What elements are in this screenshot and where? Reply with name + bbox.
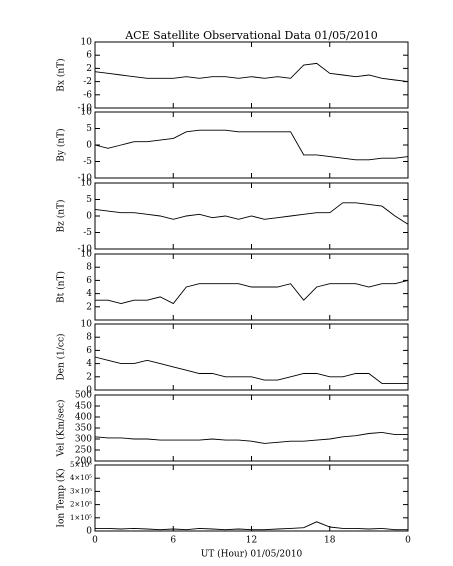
chart-title: ACE Satellite Observational Data 01/05/2…: [124, 29, 378, 42]
y-tick-label: 2: [86, 302, 92, 312]
y-tick-label: 350: [75, 424, 92, 434]
y-axis-label: Bt (nT): [56, 271, 67, 303]
y-tick-label: 250: [75, 446, 92, 456]
y-axis-label: Bx (nT): [56, 58, 67, 91]
y-tick-label: 2×10⁵: [70, 501, 92, 509]
y-tick-label: 4: [86, 289, 92, 299]
data-line: [95, 279, 409, 305]
y-tick-label: -5: [83, 157, 92, 167]
data-line: [95, 521, 408, 531]
panel-frame: [94, 394, 409, 462]
y-tick-label: 3×10⁵: [70, 487, 92, 495]
y-axis-label: By (nT): [56, 128, 67, 161]
y-tick-label: 6: [86, 276, 92, 286]
data-line: [94, 129, 409, 161]
y-tick-label: 0: [86, 386, 92, 396]
panel-frame: [94, 323, 409, 391]
panel-frame: [94, 464, 409, 532]
y-tick-label: -2: [83, 77, 92, 87]
panel-frame: [94, 111, 409, 179]
y-tick-label: 5: [86, 124, 92, 134]
y-tick-label: 6: [86, 346, 92, 356]
y-tick-label: 500: [75, 391, 92, 401]
y-tick-label: -10: [78, 245, 93, 255]
y-tick-label: 4×10⁵: [70, 474, 92, 482]
x-axis-label: UT (Hour) 01/05/2010: [201, 549, 303, 560]
x-tick-label: 0: [92, 536, 98, 546]
data-line: [94, 202, 409, 225]
y-tick-label: -6: [83, 90, 92, 100]
data-line: [94, 356, 408, 384]
y-tick-label: 0: [86, 141, 92, 151]
x-tick-label: 12: [246, 536, 257, 546]
y-tick-label: 5: [86, 195, 92, 205]
y-tick-label: 10: [81, 320, 93, 330]
data-line: [94, 62, 409, 83]
y-tick-label: 200: [75, 457, 92, 467]
y-axis-label: Den (1/cc): [56, 333, 67, 380]
y-tick-label: 4: [86, 359, 92, 369]
y-axis-label: Vel (Km/sec): [56, 399, 67, 457]
data-line: [94, 431, 408, 444]
y-axis-label: Ion Temp (K): [56, 468, 67, 527]
y-tick-label: 2: [86, 372, 92, 382]
y-tick-label: 6: [86, 51, 92, 61]
y-tick-label: 8: [86, 333, 92, 343]
y-tick-label: 5×10⁵: [70, 461, 92, 469]
y-tick-label: 450: [75, 402, 92, 412]
x-tick-label: 18: [324, 536, 336, 546]
x-tick-label: 6: [170, 536, 176, 546]
y-tick-label: -10: [78, 104, 93, 114]
panel-frame: [94, 41, 409, 109]
y-tick-label: 400: [75, 413, 92, 423]
y-tick-label: 2: [86, 64, 92, 74]
y-tick-label: -10: [78, 174, 93, 184]
y-tick-label: 0: [86, 212, 92, 222]
y-tick-label: 10: [81, 179, 93, 189]
y-tick-label: 10: [81, 38, 93, 48]
y-tick-label: 8: [86, 263, 92, 273]
y-tick-label: -5: [83, 228, 92, 238]
y-tick-label: 1×10⁵: [70, 514, 92, 522]
y-tick-label: 10: [81, 108, 93, 118]
x-tick-label: 0: [405, 536, 411, 546]
y-tick-label: 300: [75, 435, 92, 445]
y-tick-label: 10: [81, 250, 93, 260]
y-axis-label: Bz (nT): [56, 199, 67, 232]
y-tick-label: 0: [86, 527, 92, 537]
